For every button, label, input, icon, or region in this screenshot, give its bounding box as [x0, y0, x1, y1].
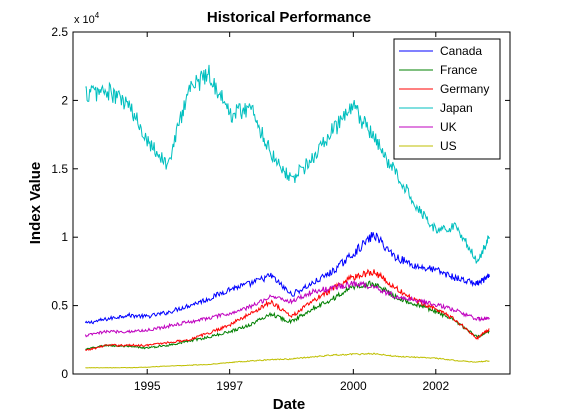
- legend-label-france: France: [440, 63, 478, 77]
- x-tick-label: 1995: [134, 379, 161, 393]
- legend-label-canada: Canada: [440, 44, 482, 58]
- series-line-us: [85, 352, 490, 369]
- y-tick-label: 0.5: [51, 299, 68, 313]
- legend-box: [393, 38, 501, 160]
- series-line-uk: [84, 280, 490, 338]
- legend-label-germany: Germany: [440, 82, 489, 96]
- y-tick-label: 2: [61, 93, 68, 107]
- y-tick-label: 1.5: [51, 162, 68, 176]
- y-tick-label: 1: [61, 230, 68, 244]
- x-tick-label: 2000: [340, 379, 367, 393]
- series-line-japan: [85, 64, 490, 264]
- y-tick-label: 0: [61, 367, 68, 381]
- legend-label-uk: UK: [440, 120, 457, 134]
- series-line-germany: [85, 268, 490, 351]
- axes-box: [72, 31, 511, 375]
- legend: Canada France Germany Japan UK US: [393, 38, 501, 160]
- x-tick-label: 1997: [216, 379, 243, 393]
- y-multiplier-label: x 104: [74, 11, 100, 26]
- y-axis-title: Index Value: [27, 162, 44, 245]
- series-line-france: [85, 280, 490, 351]
- chart-title: Historical Performance: [207, 9, 371, 26]
- legend-label-us: US: [440, 139, 457, 153]
- y-tick-label: 2.5: [51, 25, 68, 39]
- x-tick-label: 2002: [422, 379, 449, 393]
- series-layer: [84, 64, 490, 369]
- series-line-canada: [84, 232, 490, 325]
- x-axis-title: Date: [273, 396, 306, 413]
- axes: 1995 1997 2000 2002 0 0.5 1 1.5 2 2.5: [51, 25, 511, 393]
- legend-label-japan: Japan: [440, 101, 473, 115]
